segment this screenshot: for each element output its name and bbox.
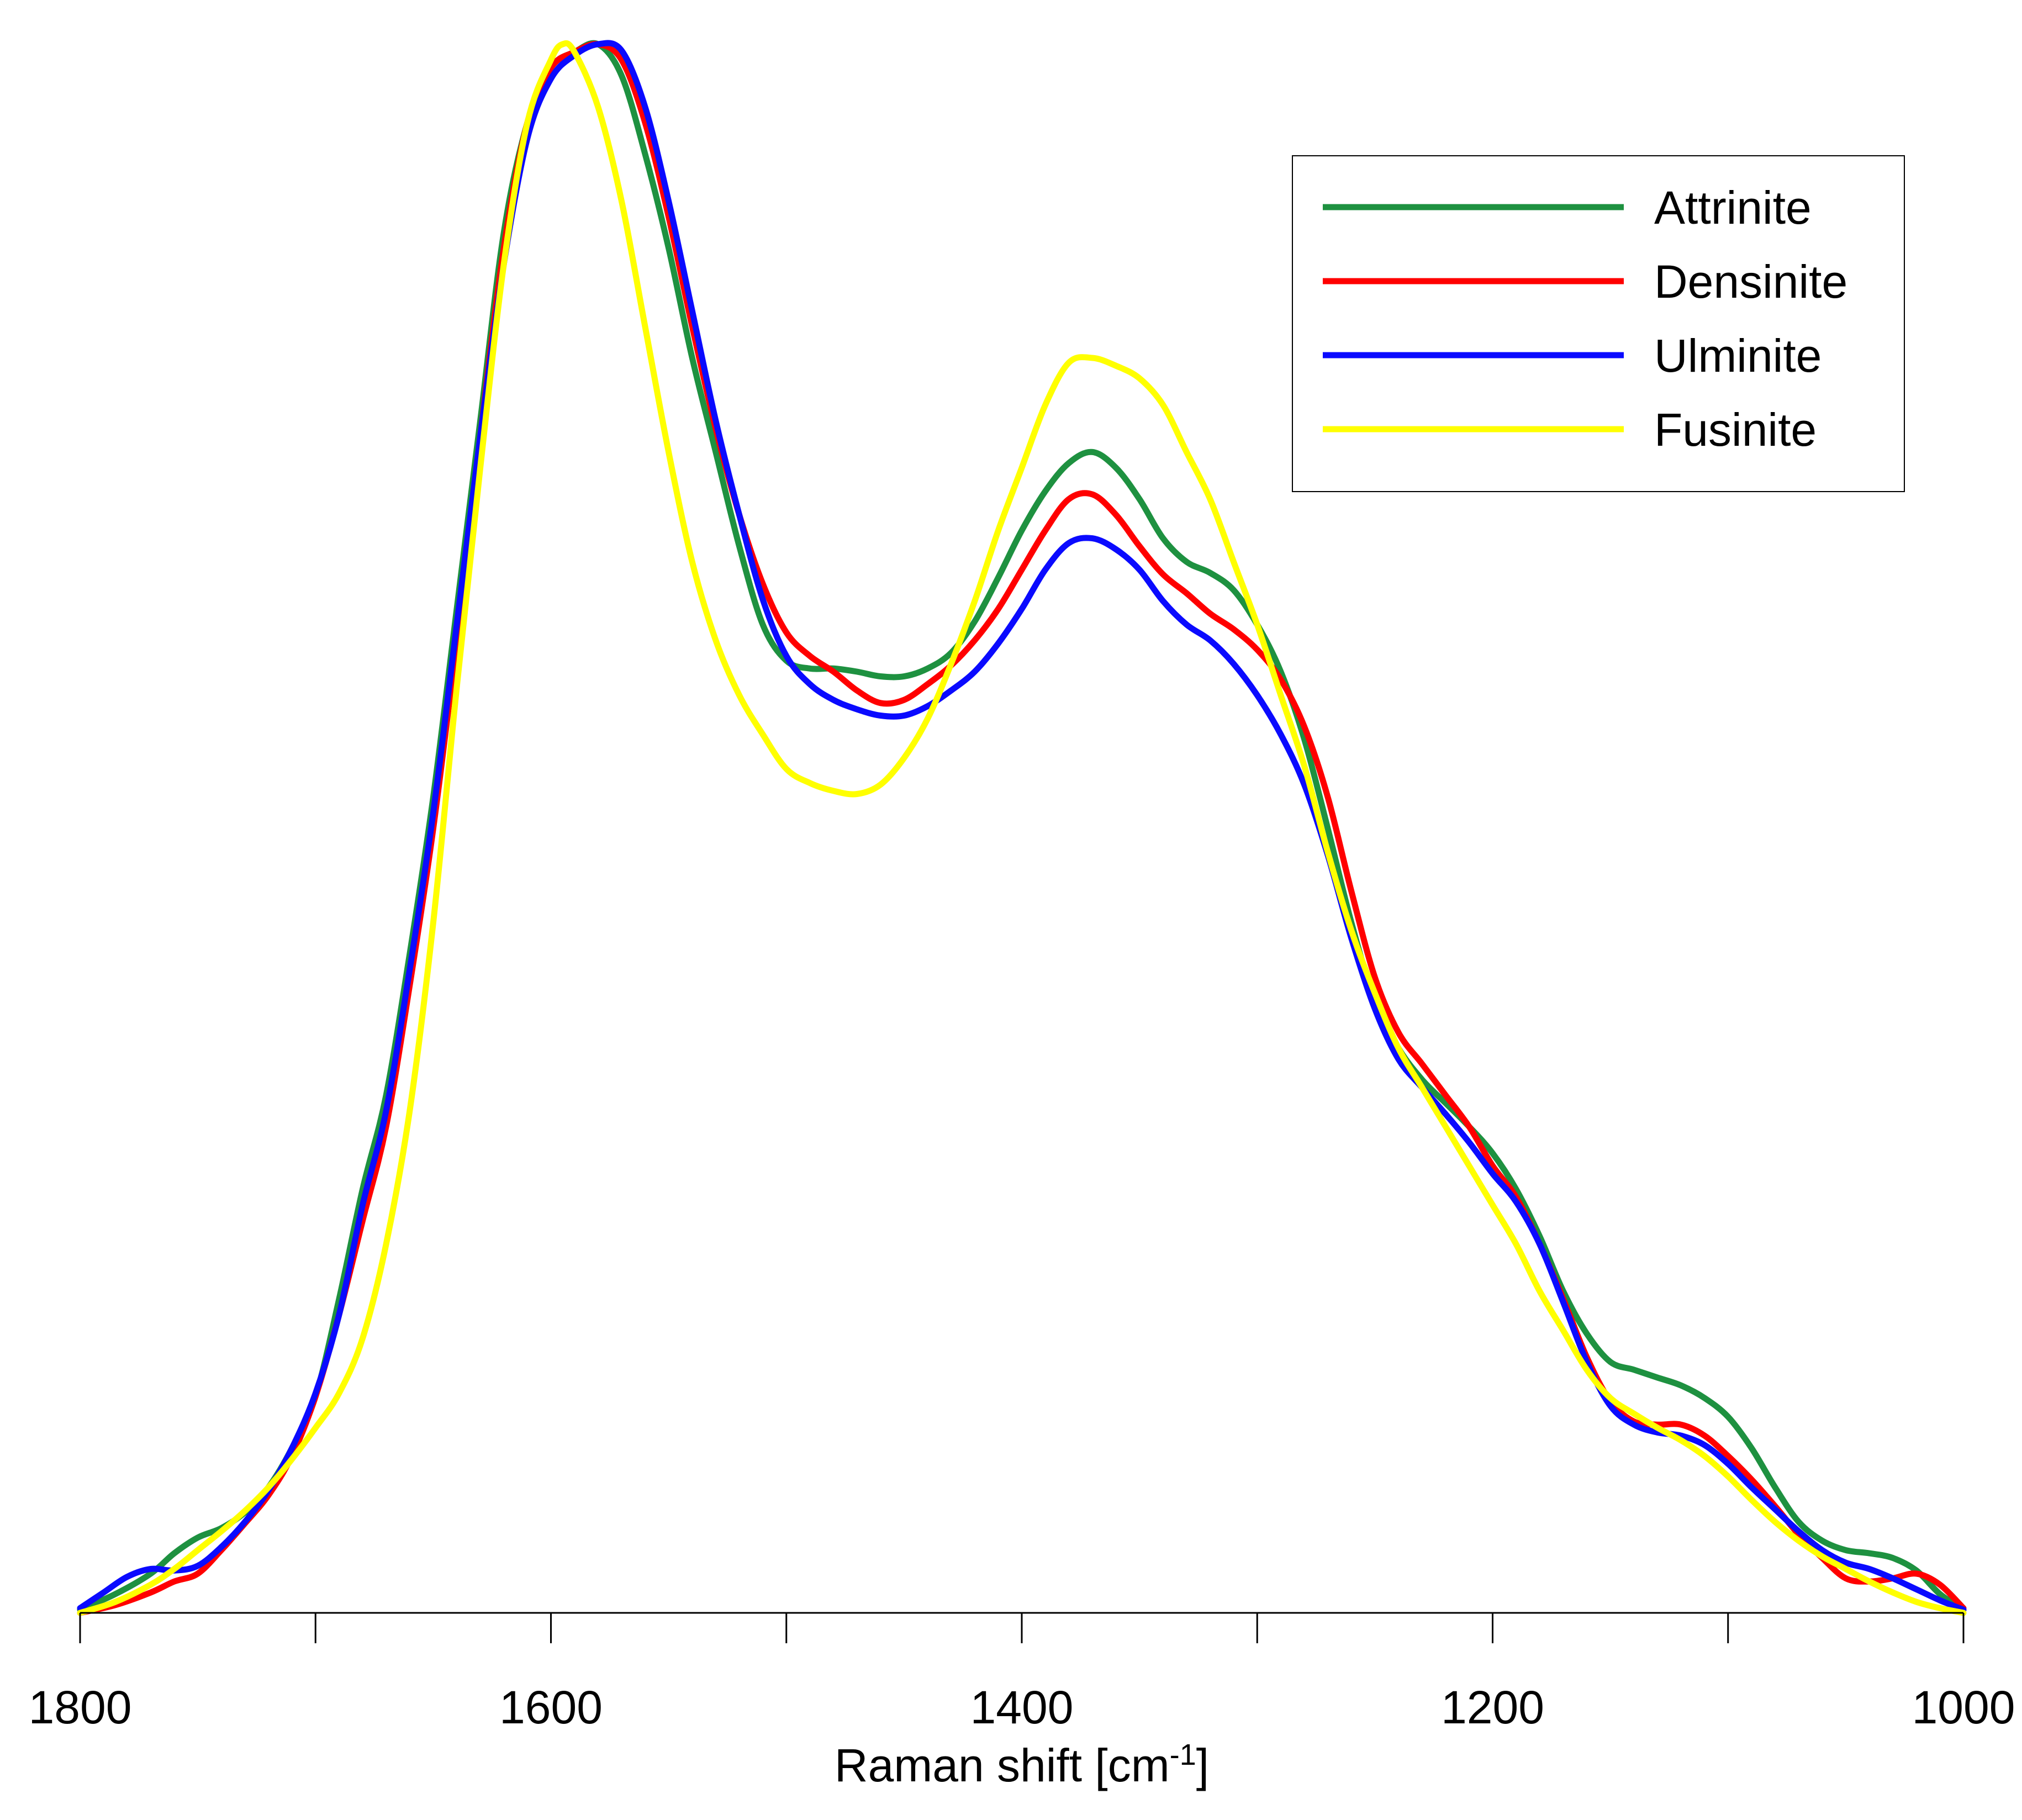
legend-entry-densinite: Densinite bbox=[1323, 256, 1847, 308]
series-line-ulminite bbox=[77, 40, 1967, 1613]
legend-label-densinite: Densinite bbox=[1654, 256, 1847, 308]
series-line-fusinite bbox=[77, 40, 1967, 1616]
x-axis-tick-labels: 1800 1600 1400 1200 1000 bbox=[29, 1681, 2015, 1733]
x-axis-title: Raman shift [cm-1] bbox=[835, 1738, 1209, 1791]
legend-entry-ulminite: Ulminite bbox=[1323, 330, 1822, 382]
legend: Attrinite Densinite Ulminite Fusinite bbox=[1292, 155, 1905, 492]
x-tick-label-1200: 1200 bbox=[1441, 1681, 1544, 1733]
x-tick-label-1000: 1000 bbox=[1912, 1681, 2015, 1733]
series-lines bbox=[77, 40, 1967, 1616]
legend-entries: Attrinite Densinite Ulminite Fusinite bbox=[1323, 182, 1847, 456]
x-tick-label-1600: 1600 bbox=[499, 1681, 603, 1733]
x-tick-label-1800: 1800 bbox=[29, 1681, 132, 1733]
x-axis-ticks bbox=[79, 1613, 1965, 1643]
legend-entry-attrinite: Attrinite bbox=[1323, 182, 1812, 234]
legend-label-ulminite: Ulminite bbox=[1654, 330, 1822, 382]
x-tick-label-1400: 1400 bbox=[970, 1681, 1074, 1733]
x-axis-title-main: Raman shift [cm bbox=[835, 1739, 1170, 1791]
legend-label-fusinite: Fusinite bbox=[1654, 404, 1817, 456]
x-axis-title-superscript: -1 bbox=[1170, 1738, 1196, 1771]
x-axis-title-suffix: ] bbox=[1196, 1739, 1209, 1791]
legend-label-attrinite: Attrinite bbox=[1654, 182, 1812, 234]
legend-box bbox=[1292, 155, 1905, 492]
legend-entry-fusinite: Fusinite bbox=[1323, 404, 1817, 456]
